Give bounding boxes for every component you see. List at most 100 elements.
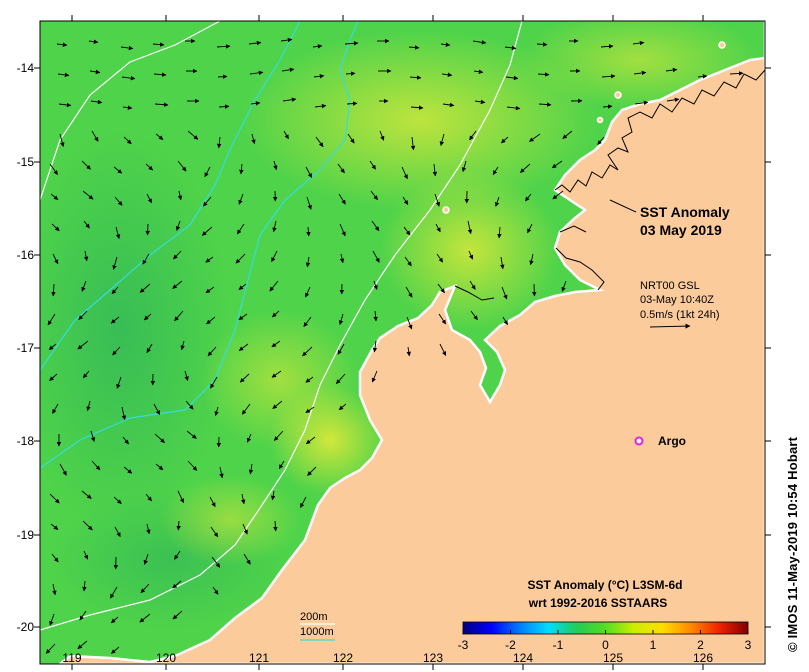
current-arrow: [562, 130, 573, 139]
current-arrow: [440, 42, 451, 47]
current-arrow: [173, 250, 182, 260]
credit-text: © IMOS 11-May-2019 10:54 Hobart: [785, 436, 800, 652]
current-arrow: [115, 226, 121, 240]
isobath-1000m: [40, 21, 359, 469]
current-arrow: [77, 640, 88, 650]
current-arrow: [552, 190, 564, 200]
current-arrow: [370, 190, 378, 201]
current-arrow: [50, 193, 59, 201]
current-arrow: [52, 403, 59, 414]
island: [442, 206, 450, 214]
current-arrow: [338, 313, 344, 326]
y-tick-label: -14: [17, 61, 35, 75]
current-arrow: [303, 316, 312, 327]
current-arrow: [312, 44, 323, 49]
current-arrow: [439, 343, 447, 357]
current-arrow: [142, 253, 150, 265]
current-arrow: [216, 136, 222, 149]
isobath-legend-1000m: 1000m: [300, 626, 334, 638]
current-arrow: [205, 286, 215, 294]
current-arrow: [116, 376, 122, 389]
current-arrow: [300, 496, 307, 508]
current-arrow: [204, 166, 211, 178]
current-arrow: [218, 104, 230, 109]
x-tick-label: 121: [249, 651, 269, 665]
current-arrow: [177, 190, 183, 201]
current-arrow: [633, 70, 647, 76]
x-tick-label: 122: [333, 651, 353, 665]
current-arrow: [372, 250, 380, 263]
current-arrow: [305, 376, 314, 383]
current-arrow: [270, 490, 276, 501]
current-arrow: [271, 340, 281, 348]
current-arrow: [536, 42, 548, 47]
current-arrow: [313, 73, 325, 79]
current-arrow: [248, 463, 254, 475]
current-arrow: [271, 310, 280, 318]
current-arrow: [214, 406, 219, 417]
current-arrow: [250, 101, 261, 106]
current-arrow: [121, 75, 136, 81]
current-arrow: [175, 220, 181, 231]
current-arrow: [153, 403, 161, 415]
current-arrow: [372, 340, 378, 353]
current-arrow: [145, 163, 154, 171]
colorbar-tick-label: -3: [458, 638, 469, 652]
current-arrow: [441, 72, 453, 78]
y-tick-label: -20: [17, 620, 35, 634]
current-arrow: [201, 226, 213, 236]
colorbar-tick-label: -2: [505, 638, 516, 652]
current-time: 03-May 10:40Z: [640, 294, 714, 306]
current-arrow: [527, 223, 533, 234]
colorbar-tick-label: -1: [553, 638, 564, 652]
current-arrow: [442, 102, 455, 108]
current-arrow: [500, 136, 509, 144]
current-arrow: [538, 102, 552, 107]
axis-ticks: [34, 15, 771, 670]
current-arrow: [206, 316, 216, 325]
current-arrow: [273, 160, 278, 171]
current-arrow: [79, 610, 87, 621]
y-tick-label: -16: [17, 248, 35, 262]
current-arrow: [241, 403, 251, 415]
current-arrow: [112, 346, 121, 356]
current-arrow: [82, 370, 90, 379]
map-date: 03 May 2019: [640, 222, 722, 238]
current-arrow: [112, 256, 118, 270]
current-arrow: [82, 190, 94, 200]
colorbar-title: SST Anomaly (°C) L3SM-6d: [527, 578, 682, 592]
current-arrow: [110, 586, 118, 599]
current-arrow: [470, 310, 478, 321]
y-tick-label: -17: [17, 341, 35, 355]
current-arrow: [501, 286, 508, 300]
current-arrow: [373, 280, 378, 290]
current-arrow: [305, 286, 311, 298]
current-arrow: [122, 105, 133, 110]
current-arrow: [81, 280, 87, 292]
current-arrow: [246, 433, 252, 443]
colorbar-tick-label: 1: [650, 638, 657, 652]
current-arrow: [58, 102, 72, 108]
current-arrow: [506, 105, 521, 111]
current-arrow: [524, 193, 532, 202]
current-arrow: [146, 193, 152, 204]
current-arrow: [373, 310, 378, 322]
current-arrow: [238, 283, 247, 290]
current-arrow: [346, 101, 358, 106]
current-arrow: [315, 136, 324, 148]
current-arrow: [369, 160, 376, 170]
current-arrow: [551, 160, 563, 169]
current-arrow: [143, 553, 149, 565]
current-arrow: [408, 45, 420, 50]
current-arrow: [47, 313, 56, 326]
current-arrow: [410, 105, 424, 110]
current-arrow: [154, 102, 169, 107]
current-arrow: [472, 40, 487, 45]
current-arrow: [305, 166, 313, 178]
current-arrow: [402, 196, 409, 205]
warm-anomaly-kimberley: [200, 310, 360, 450]
current-arrow: [338, 403, 347, 411]
current-arrow: [272, 400, 283, 409]
current-arrow: [239, 373, 250, 383]
current-arrow: [82, 580, 87, 592]
